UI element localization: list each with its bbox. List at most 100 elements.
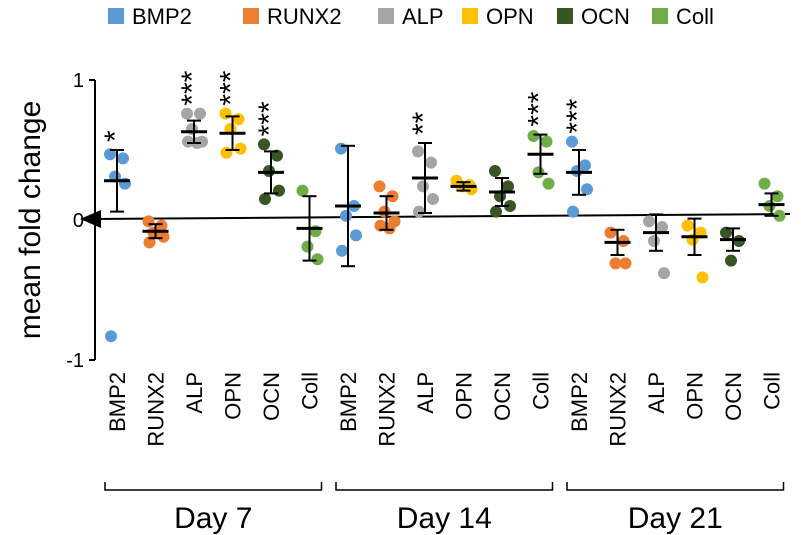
x-tick-label: OCN <box>259 372 284 421</box>
data-point <box>142 215 155 228</box>
x-tick-label: OPN <box>221 372 246 420</box>
data-point <box>681 219 694 232</box>
data-point <box>219 107 232 120</box>
data-point <box>143 236 156 249</box>
data-point <box>155 219 168 232</box>
data-point <box>643 215 655 228</box>
data-point <box>427 193 439 205</box>
data-point <box>336 244 348 257</box>
data-point <box>725 254 737 267</box>
group-label: Day 21 <box>628 502 723 535</box>
x-tick-label: BMP2 <box>567 372 592 432</box>
significance: * <box>99 130 132 142</box>
data-point <box>566 135 578 148</box>
data-point <box>412 145 424 158</box>
group-label: Day 7 <box>174 502 252 535</box>
group-bracket <box>566 482 785 491</box>
legend-label: OCN <box>581 4 630 29</box>
legend-swatch <box>108 8 124 24</box>
significance: ** <box>407 111 440 135</box>
data-point <box>373 180 386 193</box>
data-point <box>335 142 347 155</box>
data-point <box>194 107 206 120</box>
data-point <box>220 146 233 159</box>
data-point <box>773 209 786 222</box>
significance: *** <box>176 70 209 105</box>
x-tick-label: Coll <box>298 372 323 410</box>
data-point <box>117 152 129 165</box>
data-point <box>234 142 247 155</box>
x-tick-label: BMP2 <box>105 372 130 432</box>
data-point <box>609 257 622 270</box>
data-point <box>311 253 324 266</box>
y-tick-label: 1 <box>73 70 84 92</box>
x-tick-label: OCN <box>490 372 515 421</box>
data-point <box>383 222 396 235</box>
x-tick-label: ALP <box>413 372 438 414</box>
data-point <box>181 107 193 120</box>
data-point <box>542 177 555 190</box>
data-point <box>273 184 285 197</box>
legend-label: OPN <box>486 4 534 29</box>
data-point <box>157 230 170 243</box>
x-tick-label: RUNX2 <box>606 372 631 447</box>
data-point <box>758 177 771 190</box>
data-point <box>258 138 270 151</box>
significance: *** <box>523 91 556 126</box>
data-point <box>417 180 429 193</box>
significance: *** <box>215 70 248 105</box>
data-point <box>425 156 437 169</box>
x-tick-label: OCN <box>721 372 746 421</box>
data-point <box>413 205 425 218</box>
data-point <box>232 113 245 126</box>
trend-arrow <box>91 213 791 220</box>
legend-label: Coll <box>676 4 714 29</box>
data-point <box>619 257 632 270</box>
data-point <box>648 235 660 247</box>
x-tick-label: Coll <box>529 372 554 410</box>
group-bracket <box>335 482 554 491</box>
data-point <box>532 166 545 179</box>
data-point <box>340 209 352 222</box>
data-point <box>581 183 593 196</box>
legend-label: RUNX2 <box>267 4 342 29</box>
legend-label: BMP2 <box>132 4 192 29</box>
data-point <box>350 229 362 242</box>
data-point <box>105 330 117 343</box>
data-point <box>567 205 579 218</box>
x-tick-label: RUNX2 <box>144 372 169 447</box>
data-point <box>527 130 540 142</box>
data-point <box>771 190 784 203</box>
data-point <box>504 200 516 212</box>
data-point <box>658 267 670 280</box>
group-bracket <box>104 482 323 491</box>
legend-label: ALP <box>402 4 444 29</box>
y-axis-label: mean fold change <box>14 101 47 340</box>
x-tick-label: ALP <box>182 372 207 414</box>
data-point <box>604 226 617 239</box>
data-point <box>489 165 501 177</box>
data-point <box>271 149 283 162</box>
legend-swatch <box>557 8 573 24</box>
data-point <box>502 180 514 193</box>
legend-swatch <box>378 8 394 24</box>
data-point <box>104 148 116 161</box>
significance: *** <box>561 98 594 133</box>
x-tick-label: RUNX2 <box>375 372 400 447</box>
data-point <box>259 193 271 205</box>
data-point <box>296 184 309 197</box>
x-tick-label: OPN <box>683 372 708 420</box>
data-point <box>374 219 387 232</box>
group-label: Day 14 <box>397 502 492 535</box>
data-point <box>182 135 194 148</box>
x-tick-label: BMP2 <box>336 372 361 432</box>
x-tick-label: OPN <box>452 372 477 420</box>
legend-swatch <box>243 8 259 24</box>
significance: *** <box>253 101 286 136</box>
data-point <box>540 135 553 148</box>
x-tick-label: Coll <box>760 372 785 410</box>
legend-swatch <box>462 8 478 24</box>
data-point <box>720 226 732 239</box>
data-point <box>696 271 709 284</box>
